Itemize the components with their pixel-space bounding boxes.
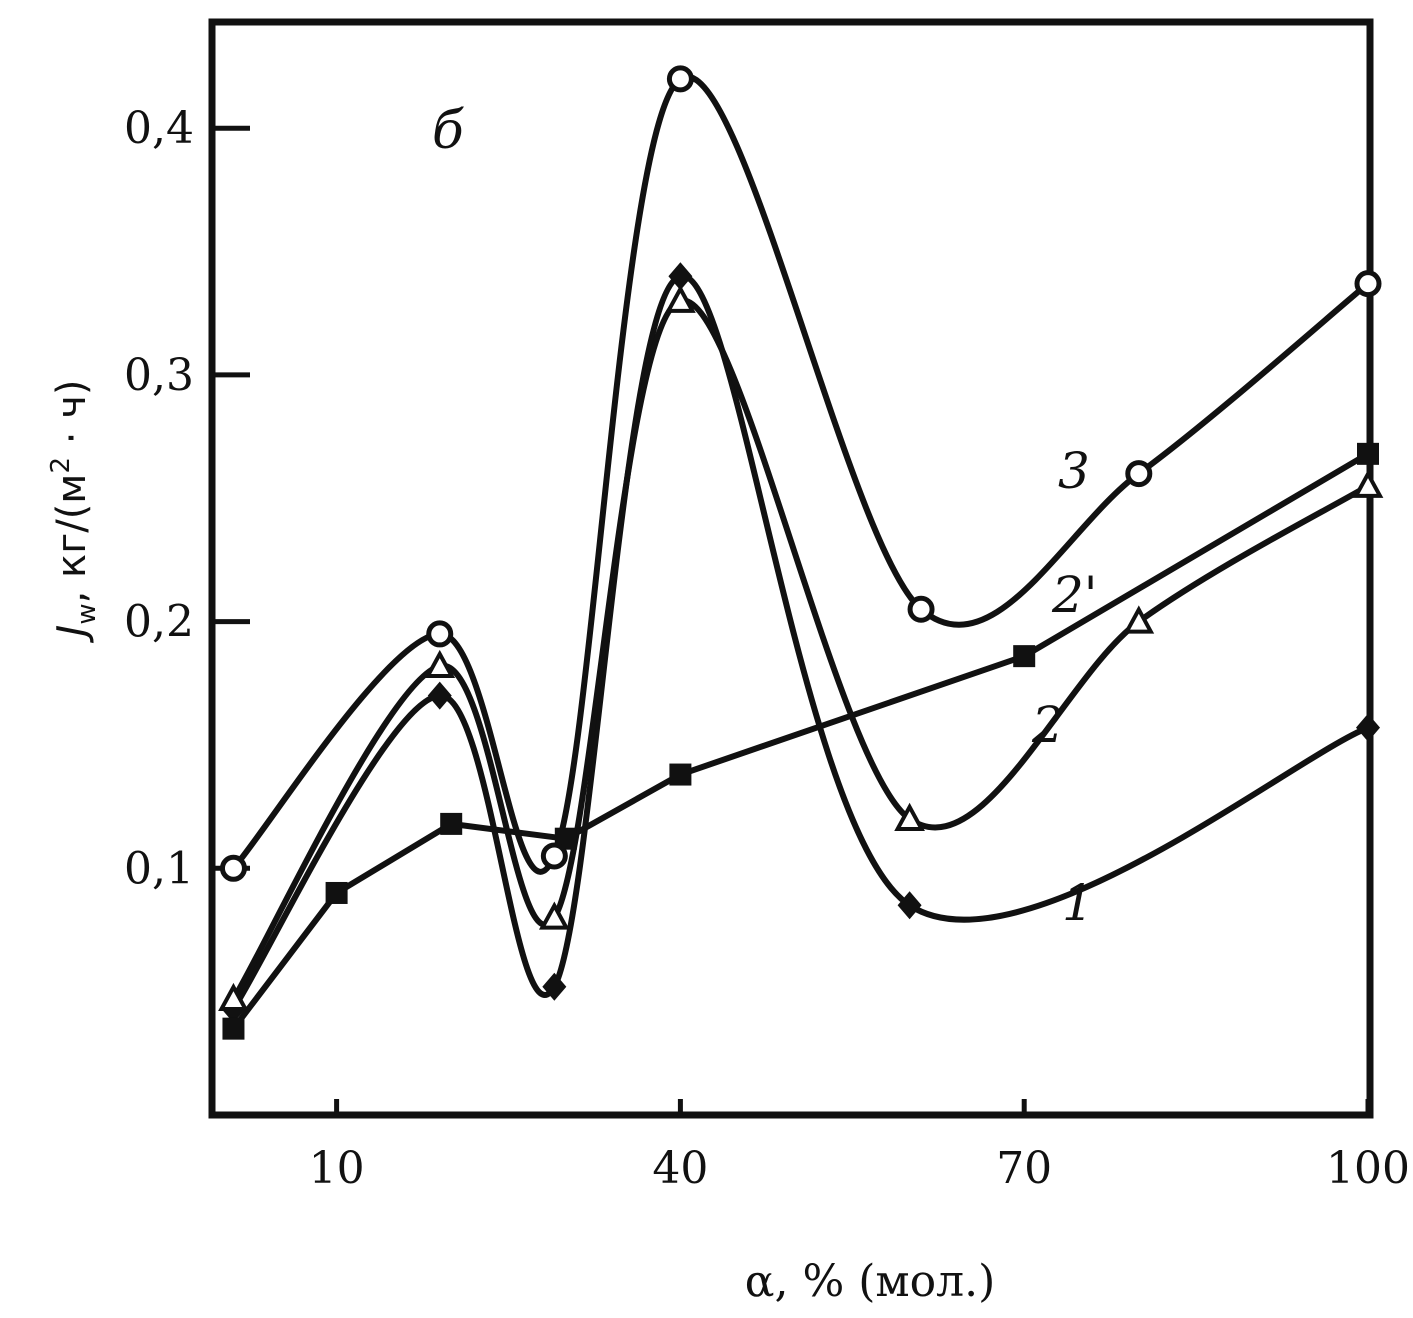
x-axis-title: α, % (мол.) [745,1256,995,1307]
y-tick-label: 0,1 [124,843,194,894]
series-line-1 [230,273,1370,1011]
data-point [540,842,568,870]
data-point [542,972,567,1001]
data-point [897,891,922,920]
y-axis-title-units-end: · ч) [49,380,95,457]
data-point [325,881,348,904]
series-label: 1 [1062,874,1094,932]
data-point [1357,442,1379,465]
data-point [440,812,463,835]
marker-layer [218,65,1384,1040]
data-point [1123,605,1155,634]
series-line-2prime [231,451,1370,1031]
data-point [219,854,247,882]
series-line-3 [231,73,1370,875]
plot-frame [208,18,1374,1119]
y-axis-title-symbol: J [49,625,95,644]
y-tick-label: 0,3 [124,350,194,401]
data-point [1352,469,1384,498]
x-tick-label: 70 [996,1143,1052,1194]
series-label: 2 [1031,696,1064,754]
data-point [907,595,935,623]
data-point [538,901,570,930]
data-point [222,1017,245,1040]
x-tick-label: 10 [309,1143,365,1194]
data-point [1354,270,1382,298]
series-layer [230,73,1370,1031]
data-point [668,262,693,291]
y-axis-title-subscript: w [72,603,102,624]
y-axis-title-units: , кг/(м [49,474,95,604]
x-tick-label: 100 [1326,1143,1410,1194]
data-point [1013,645,1036,668]
series-label: 3 [1058,442,1090,500]
data-point [218,982,249,1012]
y-axis-title-superscript: 2 [46,457,76,474]
panel-label: б [432,101,464,161]
data-point [666,65,694,93]
x-tick-label: 40 [652,1143,708,1194]
axes-layer: 10 40 70 100 0,1 0,2 0,3 0,4 [124,18,1410,1194]
data-point [424,649,456,679]
label-layer: б α, % (мол.) Jw, кг/(м2 · ч) 122'3 [46,101,1098,1307]
data-point [427,681,452,710]
y-tick-label: 0,4 [124,103,194,154]
data-point [1356,713,1380,742]
data-point [1125,460,1153,488]
y-axis-title: Jw, кг/(м2 · ч) [46,380,102,644]
data-point [665,284,696,313]
series-label: 2' [1051,566,1098,624]
data-point [669,763,692,786]
y-tick-label: 0,2 [124,597,194,648]
data-point [894,802,925,831]
data-point [426,620,454,648]
